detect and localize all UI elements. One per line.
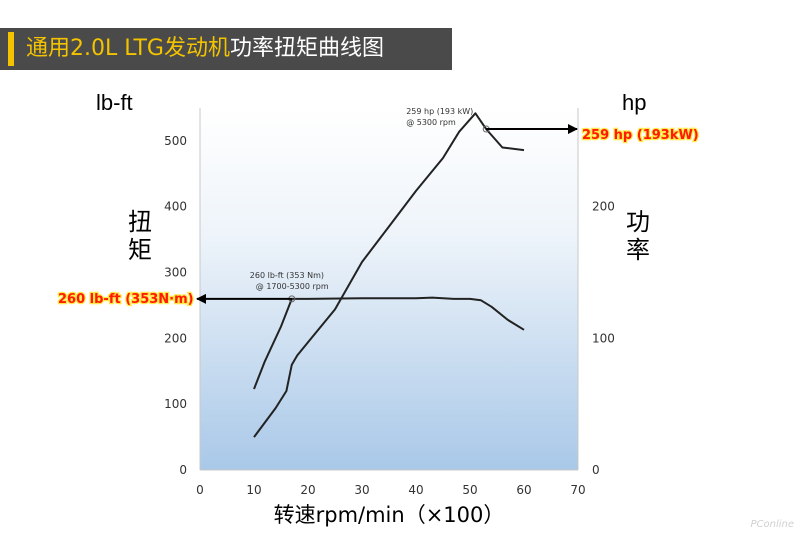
x-tick-label: 20 bbox=[300, 483, 315, 497]
torque-callout-label: 260 lb-ft (353N·m) bbox=[58, 292, 194, 307]
annotation-power-rpm: @ 5300 rpm bbox=[406, 118, 456, 127]
x-tick-label: 30 bbox=[354, 483, 369, 497]
axis-label-char: 率 bbox=[626, 236, 650, 264]
x-tick-label: 0 bbox=[196, 483, 204, 497]
axis-label-char: 扭 bbox=[128, 208, 152, 236]
x-tick-label: 40 bbox=[408, 483, 423, 497]
watermark-logo: PConline bbox=[750, 519, 794, 530]
x-tick-label: 70 bbox=[570, 483, 585, 497]
right-axis-unit: hp bbox=[622, 90, 646, 115]
power-callout-label: 259 hp (193kW) bbox=[582, 128, 699, 143]
x-tick-label: 10 bbox=[246, 483, 261, 497]
left-axis-unit: lb-ft bbox=[96, 90, 133, 115]
x-axis-label: 转速rpm/min（×100） bbox=[274, 503, 505, 527]
title-highlight: 通用2.0L LTG发动机 bbox=[26, 36, 230, 61]
annotation-torque-text: 260 lb-ft (353 Nm) bbox=[250, 271, 324, 280]
left-tick-label: 300 bbox=[164, 266, 187, 280]
right-tick-label: 200 bbox=[592, 200, 615, 214]
left-tick-label: 400 bbox=[164, 200, 187, 214]
series-line-torque bbox=[253, 296, 525, 390]
annotation-power-text: 259 hp (193 kW) bbox=[406, 107, 473, 116]
banner-accent-bar bbox=[8, 32, 14, 66]
left-tick-label: 500 bbox=[164, 134, 187, 148]
left-tick-label: 100 bbox=[164, 397, 187, 411]
left-tick-label: 200 bbox=[164, 331, 187, 345]
title-banner: 通用2.0L LTG发动机功率扭矩曲线图 bbox=[0, 28, 452, 70]
series-line-power bbox=[253, 112, 525, 438]
x-tick-label: 50 bbox=[462, 483, 477, 497]
right-tick-label: 100 bbox=[592, 331, 615, 345]
plot-area bbox=[200, 108, 578, 470]
annotation-torque-rpm: @ 1700-5300 rpm bbox=[256, 282, 329, 291]
x-tick-label: 60 bbox=[516, 483, 531, 497]
left-tick-label: 0 bbox=[179, 463, 187, 477]
axis-label-char: 功 bbox=[626, 208, 650, 236]
right-axis-label: 功率 bbox=[626, 208, 650, 264]
left-axis-label: 扭矩 bbox=[128, 208, 152, 264]
right-tick-label: 0 bbox=[592, 463, 600, 477]
axis-label-char: 矩 bbox=[128, 236, 152, 264]
title-rest: 功率扭矩曲线图 bbox=[229, 36, 384, 61]
page-title: 通用2.0L LTG发动机功率扭矩曲线图 bbox=[26, 34, 384, 64]
